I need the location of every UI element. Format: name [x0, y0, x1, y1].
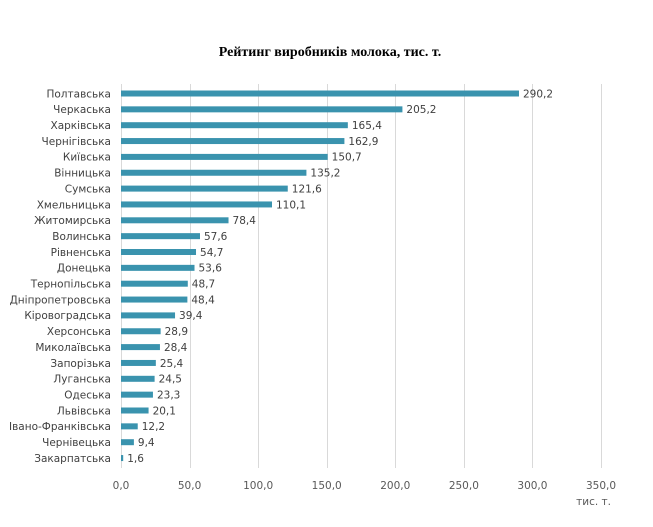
category-label: Черкаська [53, 104, 111, 116]
data-label: 121,6 [292, 183, 322, 195]
data-label: 24,5 [159, 374, 182, 386]
data-label: 57,6 [204, 231, 228, 243]
data-label: 205,2 [406, 104, 436, 116]
data-label: 25,4 [160, 358, 184, 370]
data-label: 78,4 [233, 215, 257, 227]
category-label: Чернігівська [42, 136, 111, 148]
bar [121, 407, 149, 414]
bar [121, 138, 345, 145]
bar [121, 359, 156, 366]
category-label: Івано-Франківська [9, 421, 111, 433]
data-label: 28,9 [165, 326, 188, 338]
category-label: Луганська [53, 374, 111, 386]
data-label: 53,6 [199, 263, 223, 275]
bars [121, 90, 519, 462]
bar [121, 185, 288, 192]
bar [121, 391, 153, 398]
bar [121, 233, 200, 240]
data-label: 162,9 [348, 136, 378, 148]
category-label: Харківська [51, 120, 111, 132]
category-label: Донецька [57, 263, 111, 275]
x-tick-label: 150,0 [312, 480, 342, 492]
bar [121, 264, 195, 271]
category-label: Тернопільська [30, 279, 111, 291]
bar [121, 328, 161, 335]
category-label: Рівненська [51, 247, 111, 259]
bar [121, 344, 160, 351]
data-label: 9,4 [138, 437, 155, 449]
data-label: 110,1 [276, 199, 306, 211]
bar [121, 296, 188, 303]
x-axis-tick-labels: 0,0 50,0 100,0 150,0 200,0 250,0 300,0 350,0 [113, 480, 616, 492]
data-label: 20,1 [153, 405, 176, 417]
bar [121, 312, 176, 319]
category-label: Херсонська [47, 326, 111, 338]
x-tick-label: 250,0 [449, 480, 479, 492]
category-label: Запорізька [50, 358, 111, 370]
data-label: 165,4 [352, 120, 382, 132]
data-label: 54,7 [200, 247, 223, 259]
category-label: Львівська [57, 405, 111, 417]
category-label: Кіровоградська [24, 310, 111, 322]
category-label: Закарпатська [34, 453, 111, 465]
data-label: 135,2 [310, 168, 340, 180]
data-label: 1,6 [127, 453, 144, 465]
category-label: Дніпропетровська [10, 294, 111, 306]
data-label: 48,4 [191, 294, 215, 306]
bar [121, 280, 188, 287]
category-label: Полтавська [46, 88, 111, 100]
x-tick-label: 350,0 [586, 480, 616, 492]
data-label: 150,7 [332, 152, 362, 164]
bar [121, 423, 138, 430]
data-label: 12,2 [142, 421, 165, 433]
x-tick-label: 50,0 [178, 480, 201, 492]
bar [121, 439, 134, 446]
x-axis-unit-label: тис. т. [576, 496, 611, 508]
bar [121, 169, 307, 176]
category-label: Волинська [52, 231, 111, 243]
data-label: 39,4 [179, 310, 203, 322]
x-tick-label: 300,0 [517, 480, 547, 492]
x-tick-label: 0,0 [113, 480, 130, 492]
data-label: 290,2 [523, 88, 553, 100]
chart-title: Рейтинг виробників молока, тис. т. [219, 45, 441, 60]
category-label: Одеська [64, 389, 111, 401]
x-tick-label: 200,0 [380, 480, 410, 492]
category-label: Чернівецька [42, 437, 111, 449]
data-label: 28,4 [164, 342, 188, 354]
bar [121, 122, 348, 129]
bar [121, 106, 403, 113]
category-label: Вінницька [54, 168, 111, 180]
x-tick-label: 100,0 [243, 480, 273, 492]
category-label: Хмельницька [37, 199, 111, 211]
category-labels: Полтавська Черкаська Харківська Чернігівськ… [9, 88, 111, 465]
data-labels: 290,2 205,2 165,4 162,9 150,7 135,2 121,6 110,1… [127, 88, 553, 465]
bar [121, 153, 328, 160]
data-label: 48,7 [192, 279, 215, 291]
bar [121, 375, 155, 382]
category-label: Київська [63, 152, 111, 164]
bar [121, 455, 124, 462]
category-label: Житомирська [34, 215, 111, 227]
bar [121, 90, 519, 97]
gridlines [121, 84, 602, 468]
bar [121, 217, 229, 224]
category-label: Сумська [65, 183, 111, 195]
category-label: Миколаївська [35, 342, 111, 354]
bar [121, 249, 197, 255]
data-label: 23,3 [157, 389, 180, 401]
bar [121, 201, 272, 208]
